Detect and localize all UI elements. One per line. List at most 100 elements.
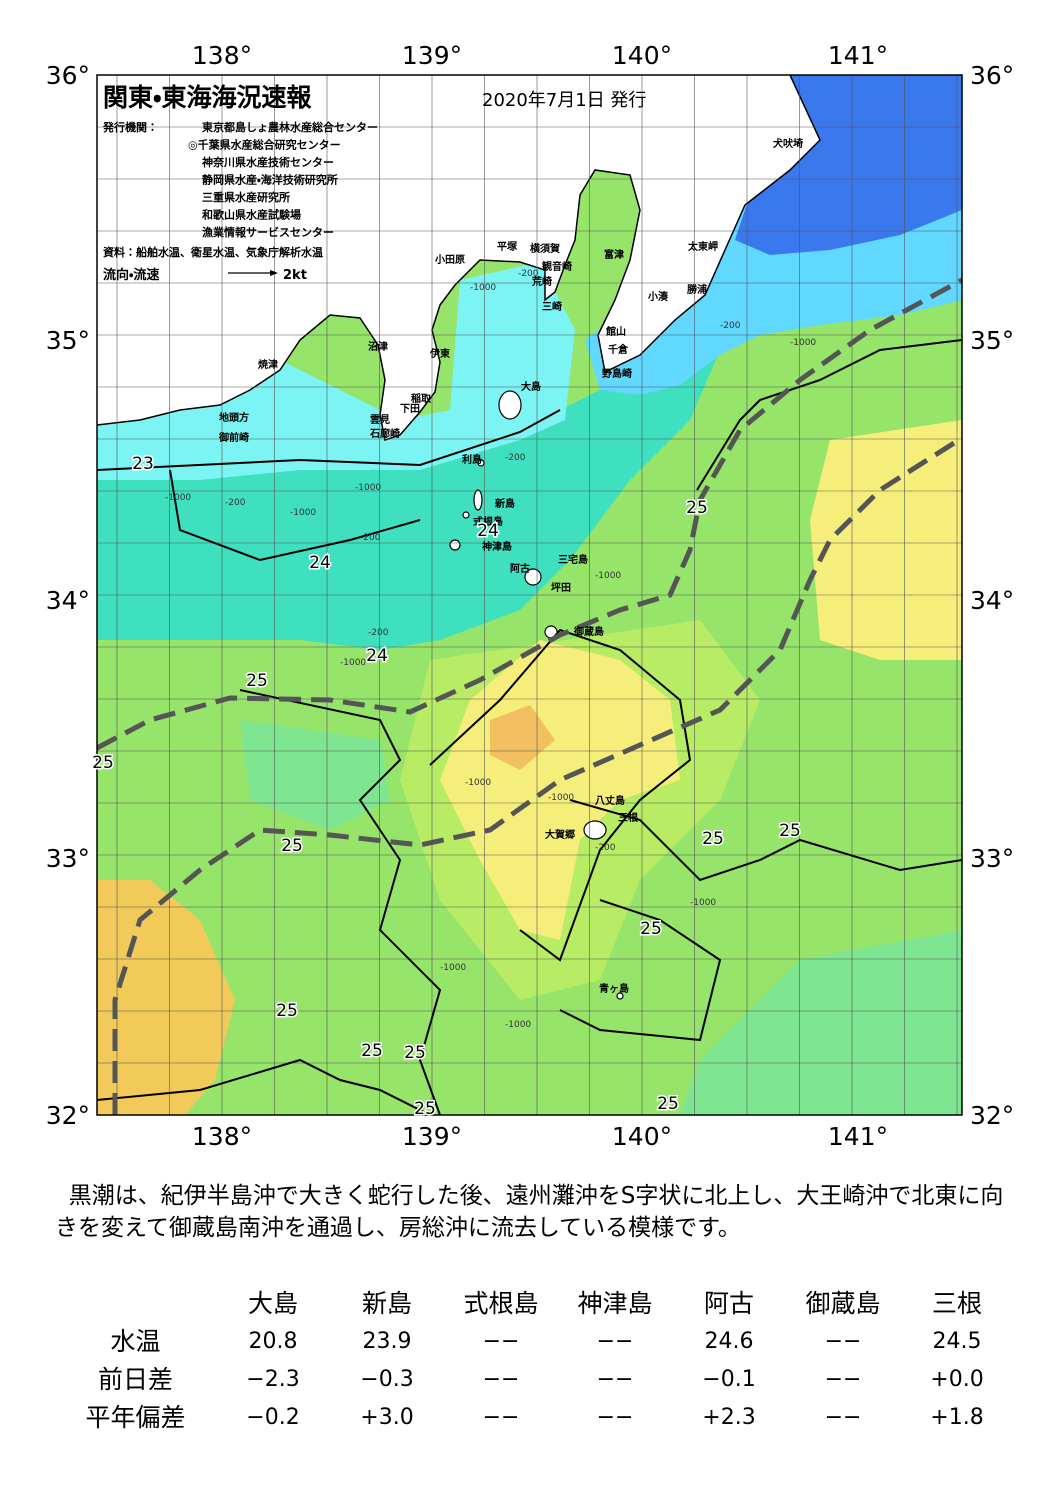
place-name: 利島 xyxy=(462,453,482,466)
place-name: 稲取 xyxy=(411,392,432,405)
contour-label: 23 xyxy=(132,454,154,474)
longitude-label: 139° xyxy=(402,1122,462,1151)
place-name: 阿古 xyxy=(510,562,530,575)
latitude-label: 32° xyxy=(46,1101,90,1130)
longitude-label: 138° xyxy=(192,1122,252,1151)
place-name: 千倉 xyxy=(608,343,629,356)
place-name: 野島崎 xyxy=(602,367,632,380)
depth-label: -1000 xyxy=(465,778,491,788)
row-label: 平年偏差 xyxy=(85,1403,186,1432)
island xyxy=(583,820,607,840)
island xyxy=(473,489,483,511)
isotherm xyxy=(169,469,421,562)
island xyxy=(498,390,522,420)
latitude-label: 36° xyxy=(970,61,1014,90)
issuers-label: 発行機関： xyxy=(102,120,158,134)
longitude-label: 138° xyxy=(192,41,252,70)
depth-label: -1000 xyxy=(790,338,816,348)
table-cell: −0.3 xyxy=(360,1367,414,1392)
column-header: 神津島 xyxy=(577,1289,653,1318)
isotherm xyxy=(569,799,962,882)
longitude-label: 141° xyxy=(828,1122,888,1151)
column-header: 阿古 xyxy=(703,1289,754,1318)
kuroshio-axis xyxy=(97,277,962,751)
depth-label: -1000 xyxy=(165,493,191,503)
island xyxy=(462,511,470,519)
map-labels: 関東・東海海況速報 2020年7月1日 発行 発行機関： 138° 138° 139… xyxy=(46,41,1015,1151)
table-cell: +2.3 xyxy=(702,1405,756,1430)
contour-label: 25 xyxy=(276,1001,298,1021)
sea-temperature-map: 関東・東海海況速報 2020年7月1日 発行 発行機関： 138° 138° 139… xyxy=(46,41,1015,1151)
contour-label: 24 xyxy=(477,521,499,541)
legend-scale: 2kt xyxy=(283,268,307,283)
place-name: 富津 xyxy=(604,248,624,261)
depth-label: -1000 xyxy=(548,793,574,803)
place-name: 地頭方 xyxy=(219,411,249,424)
place-name: 下田 xyxy=(400,403,420,415)
isotherm xyxy=(559,899,722,1042)
place-name: 小湊 xyxy=(647,290,669,303)
sea-zone xyxy=(440,640,680,940)
depth-label: -1000 xyxy=(595,571,621,581)
place-name: 三崎 xyxy=(542,300,562,313)
island xyxy=(449,539,461,551)
place-name: 八丈島 xyxy=(595,794,625,807)
depth-label: -1000 xyxy=(470,283,496,293)
table-cell: 24.6 xyxy=(704,1329,754,1354)
sea-zone xyxy=(240,720,390,830)
depth-label: -200 xyxy=(518,269,539,279)
issuer: 三重県水産研究所 xyxy=(202,190,290,204)
contour-label: 25 xyxy=(640,919,662,939)
issuer: 神奈川県水産技術センター xyxy=(201,155,334,169)
contour-label: 25 xyxy=(361,1041,383,1061)
table-cell: 20.8 xyxy=(248,1329,298,1354)
table-cell: −2.3 xyxy=(246,1367,300,1392)
place-name: 小田原 xyxy=(434,253,465,266)
place-name: 平塚 xyxy=(497,240,518,253)
place-name: 伊東 xyxy=(429,347,450,360)
place-name: 式根島 xyxy=(473,515,503,528)
contour-label: 25 xyxy=(657,1094,679,1114)
contour-label: 25 xyxy=(779,821,801,841)
place-name: 犬吠埼 xyxy=(773,137,803,150)
sea-zone xyxy=(810,420,962,660)
depth-label: -1000 xyxy=(290,508,316,518)
contour-label: 24 xyxy=(309,553,331,573)
place-name: 荒崎 xyxy=(531,275,552,288)
depth-label: -1000 xyxy=(355,483,381,493)
depth-label: -200 xyxy=(360,533,381,543)
column-header: 三根 xyxy=(931,1289,982,1318)
contour-label: 25 xyxy=(414,1099,436,1119)
issuer: 和歌山県水産試験場 xyxy=(202,208,301,222)
island xyxy=(477,459,485,467)
table-cell: −− xyxy=(482,1367,520,1392)
row-label: 前日差 xyxy=(97,1365,173,1394)
sea-zone xyxy=(97,350,720,650)
latitude-label: 35° xyxy=(46,326,90,355)
sea-zone xyxy=(97,880,235,1115)
place-name: 焼津 xyxy=(258,358,278,371)
table-cell: 23.9 xyxy=(362,1329,412,1354)
legend-label: 流向・流速 xyxy=(103,267,159,283)
contour-label: 25 xyxy=(686,498,708,518)
place-name: 御前崎 xyxy=(218,431,249,444)
isotherm xyxy=(696,339,962,491)
place-name: 石廊崎 xyxy=(369,427,400,440)
place-name: 沼津 xyxy=(368,340,388,353)
place-name: 横須賀 xyxy=(530,242,560,255)
longitude-label: 140° xyxy=(612,41,672,70)
place-name: 勝浦 xyxy=(687,283,707,296)
latitude-label: 33° xyxy=(46,844,90,873)
coastline xyxy=(97,75,821,441)
table-cell: −− xyxy=(482,1405,520,1430)
place-name: 青ヶ島 xyxy=(599,982,629,995)
column-header: 新島 xyxy=(361,1289,412,1318)
table-cell: −− xyxy=(824,1405,862,1430)
contour-label: 25 xyxy=(246,671,268,691)
map-frame xyxy=(96,74,963,1116)
contour-label: 25 xyxy=(404,1043,426,1063)
issuer: 東京都島しょ農林水産総合センター xyxy=(202,120,378,134)
contour-label: 25 xyxy=(702,829,724,849)
sea-zone xyxy=(97,262,575,480)
